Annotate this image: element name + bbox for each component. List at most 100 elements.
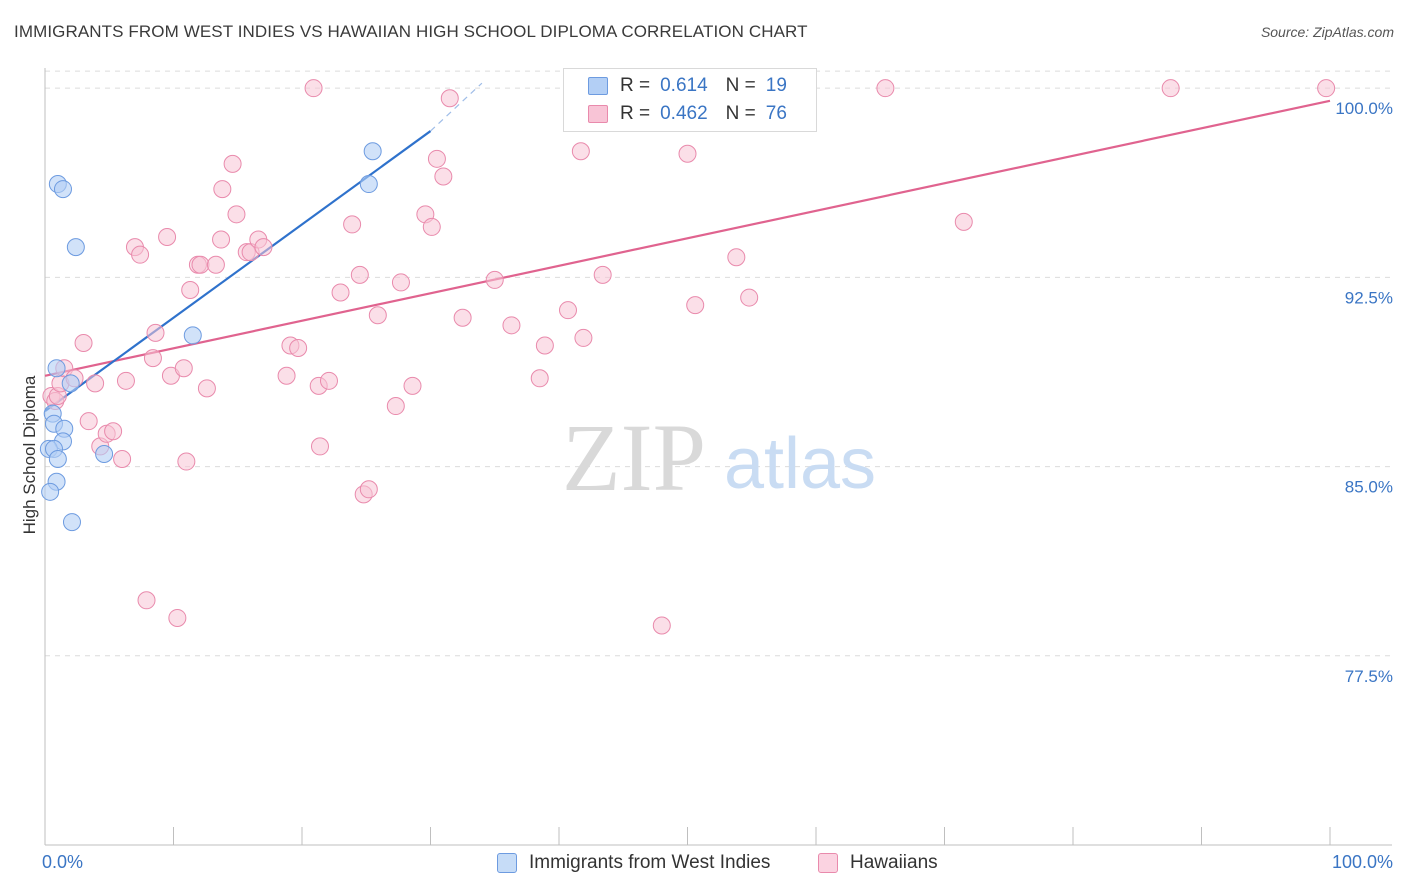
x-tick-label-min: 0.0% (42, 852, 84, 872)
point-hawaiians (678, 144, 697, 163)
bottom-legend-swatch-pink (818, 853, 838, 873)
bottom-legend-hawaiians: Hawaiians (818, 852, 938, 874)
point-west-indies (183, 326, 202, 345)
point-hawaiians (104, 422, 123, 441)
point-hawaiians (113, 450, 132, 469)
bottom-legend-label-hawaiians: Hawaiians (850, 852, 938, 873)
gridlines (45, 70, 1392, 657)
legend-n-label: N = (725, 75, 756, 96)
point-hawaiians (350, 265, 369, 284)
point-hawaiians (310, 437, 329, 456)
point-hawaiians (86, 374, 105, 393)
point-hawaiians (331, 283, 350, 302)
point-hawaiians (558, 301, 577, 320)
point-hawaiians (386, 397, 405, 416)
point-hawaiians (254, 238, 273, 257)
point-hawaiians (213, 180, 232, 199)
point-hawaiians (191, 255, 210, 274)
point-hawaiians (158, 228, 177, 247)
point-west-indies (95, 444, 114, 463)
legend-n-value-pink: 76 (765, 103, 787, 124)
legend-r-value-blue: 0.614 (660, 75, 708, 96)
point-hawaiians (427, 149, 446, 168)
point-hawaiians (343, 215, 362, 234)
bottom-legend: Immigrants from West Indies Hawaiians (0, 852, 1406, 876)
legend-swatch-pink (588, 105, 608, 123)
trend-line-west-indies-extension (430, 82, 483, 132)
point-hawaiians (181, 281, 200, 299)
trend-line-hawaiians (44, 99, 1331, 377)
legend-r-value-pink: 0.462 (660, 103, 708, 124)
point-hawaiians (727, 248, 746, 267)
point-hawaiians (174, 359, 193, 378)
point-west-indies (47, 359, 66, 378)
trend-lines (44, 82, 1331, 412)
point-hawaiians (289, 339, 308, 358)
point-hawaiians (137, 591, 156, 610)
trend-line-west-indies (44, 130, 432, 412)
source-label: Source: ZipAtlas.com (1260, 24, 1394, 40)
point-hawaiians (74, 333, 93, 352)
point-west-indies (48, 450, 67, 469)
legend-n-label: N = (725, 103, 756, 124)
point-hawaiians (304, 79, 323, 98)
legend-row-hawaiians: R = 0.462 N = 76 (588, 102, 787, 126)
point-hawaiians (574, 328, 593, 347)
axes (44, 68, 1392, 846)
point-hawaiians (223, 154, 242, 173)
watermark-zip: ZIP (562, 404, 706, 511)
point-hawaiians (79, 412, 98, 431)
y-tick-labels: 100.0% 92.5% 85.0% 77.5% (1335, 99, 1393, 686)
bottom-legend-west-indies: Immigrants from West Indies (497, 852, 770, 874)
chart-title: IMMIGRANTS FROM WEST INDIES VS HAWAIIAN … (14, 22, 808, 41)
point-hawaiians (422, 217, 441, 236)
point-hawaiians (168, 608, 187, 627)
point-hawaiians (116, 371, 135, 390)
legend-n-value-blue: 19 (765, 75, 787, 96)
point-hawaiians (876, 79, 895, 98)
point-west-indies (363, 142, 382, 161)
point-hawaiians (440, 89, 459, 108)
x-tick-label-max: 100.0% (1331, 852, 1393, 872)
point-hawaiians (319, 371, 338, 390)
point-west-indies (61, 374, 80, 393)
point-hawaiians (227, 205, 246, 224)
watermark-atlas: atlas (724, 424, 876, 504)
legend-swatch-blue (588, 77, 608, 95)
point-west-indies (41, 482, 60, 501)
point-hawaiians (652, 616, 671, 635)
point-west-indies (359, 175, 378, 194)
point-hawaiians (212, 230, 231, 249)
point-hawaiians (131, 245, 150, 264)
point-hawaiians (277, 366, 296, 385)
legend: R = 0.614 N = 19 R = 0.462 N = 76 (563, 68, 817, 132)
point-hawaiians (359, 480, 378, 499)
y-tick-label: 100.0% (1335, 99, 1393, 118)
y-tick-label: 92.5% (1345, 288, 1393, 307)
legend-r-label: R = (620, 103, 651, 124)
legend-r-label: R = (620, 75, 651, 96)
point-hawaiians (177, 452, 196, 471)
y-tick-label: 77.5% (1345, 667, 1393, 686)
point-hawaiians (403, 376, 422, 395)
point-hawaiians (206, 255, 225, 274)
point-hawaiians (368, 306, 387, 325)
watermark: ZIP atlas (562, 404, 876, 511)
data-points (39, 79, 1336, 635)
bottom-legend-swatch-blue (497, 853, 517, 873)
point-hawaiians (453, 308, 472, 327)
point-hawaiians (740, 288, 759, 307)
y-tick-label: 85.0% (1345, 478, 1393, 497)
point-hawaiians (197, 379, 216, 398)
point-hawaiians (502, 316, 521, 335)
point-hawaiians (530, 369, 549, 388)
point-west-indies (53, 180, 72, 199)
point-hawaiians (391, 273, 410, 292)
legend-row-west-indies: R = 0.614 N = 19 (588, 74, 787, 98)
point-hawaiians (146, 323, 165, 342)
point-hawaiians (571, 142, 590, 161)
point-west-indies (62, 513, 81, 532)
point-hawaiians (1161, 79, 1180, 98)
point-west-indies (66, 238, 85, 257)
